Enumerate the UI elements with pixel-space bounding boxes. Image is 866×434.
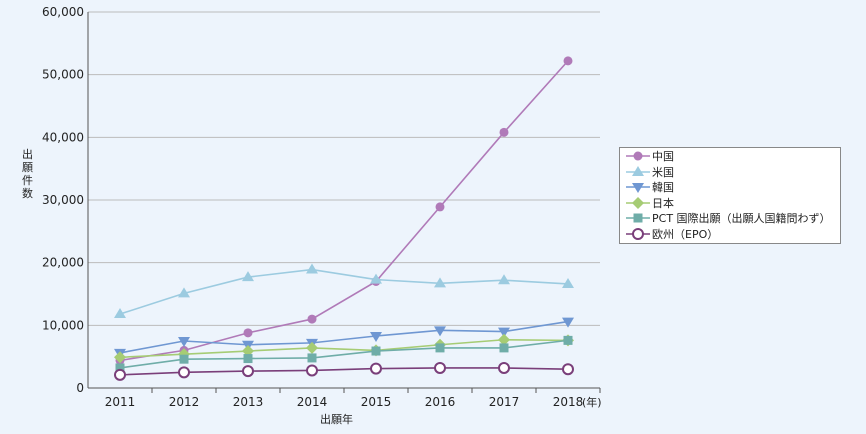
triangle-up-marker	[434, 277, 446, 288]
legend-item: 日本	[626, 196, 840, 211]
series-line	[119, 367, 569, 376]
square-marker	[307, 353, 317, 363]
series-2	[114, 317, 574, 359]
legend-item: 中国	[626, 149, 840, 164]
square-marker	[115, 363, 125, 373]
diamond-marker	[242, 345, 254, 358]
legend-swatch-icon	[626, 151, 650, 161]
legend-item: 欧州（EPO）	[626, 227, 840, 242]
legend-swatch-icon	[626, 165, 650, 176]
legend-label: 米国	[652, 165, 674, 179]
diamond-marker	[306, 341, 318, 354]
triangle-down-marker	[498, 327, 510, 338]
legend-item: 韓国	[626, 180, 840, 195]
y-axis-label: 出願件数	[22, 148, 33, 200]
legend-swatch-icon	[626, 213, 650, 223]
series-1	[114, 263, 574, 319]
y-tick-label: 50,000	[42, 68, 84, 82]
x-tick-label: 2016	[425, 395, 456, 409]
x-unit-label: (年)	[582, 395, 602, 409]
legend-item: 米国	[626, 165, 840, 180]
open-circle-marker	[178, 366, 190, 379]
diamond-marker	[632, 196, 644, 209]
circle-marker	[633, 151, 643, 161]
x-tick-label: 2012	[169, 395, 200, 409]
open-circle-marker	[498, 361, 510, 374]
legend-label: PCT 国際出願（出願人国籍問わず）	[652, 212, 831, 226]
series-line	[119, 320, 569, 354]
triangle-up-marker	[498, 274, 510, 285]
diamond-marker	[114, 351, 126, 364]
triangle-down-marker	[178, 337, 190, 347]
open-circle-marker	[242, 365, 254, 378]
series-line	[119, 338, 569, 359]
x-tick-label: 2013	[233, 395, 264, 409]
circle-marker	[435, 202, 445, 212]
series-4	[115, 335, 573, 373]
triangle-up-marker	[114, 308, 126, 319]
x-tick-label: 2015	[361, 395, 392, 409]
legend-swatch-icon	[626, 183, 650, 194]
triangle-up-marker	[370, 273, 382, 284]
series-line	[119, 268, 569, 315]
circle-marker	[499, 127, 509, 137]
triangle-up-marker	[242, 271, 254, 282]
triangle-down-marker	[632, 183, 644, 194]
legend-label: 日本	[652, 196, 674, 210]
x-tick-label: 2011	[105, 395, 136, 409]
y-tick-label: 10,000	[42, 318, 84, 332]
series-line	[119, 339, 569, 369]
legend-label: 中国	[652, 150, 674, 164]
triangle-up-marker	[632, 165, 644, 176]
open-circle-marker	[562, 363, 574, 376]
y-tick-label: 60,000	[42, 5, 84, 19]
square-marker	[371, 346, 381, 356]
square-marker	[435, 343, 445, 353]
x-tick-label: 2017	[489, 395, 520, 409]
square-marker	[179, 354, 189, 364]
y-tick-label: 20,000	[42, 256, 84, 270]
open-circle-marker	[370, 362, 382, 375]
x-tick-label: 2018	[553, 395, 584, 409]
x-axis-label: 出願年	[320, 413, 353, 426]
triangle-up-marker	[178, 287, 190, 298]
square-marker	[633, 213, 643, 223]
y-tick-label: 30,000	[42, 193, 84, 207]
series-line	[119, 60, 569, 362]
triangle-down-marker	[434, 326, 446, 337]
legend-label: 韓国	[652, 181, 674, 195]
open-circle-marker	[434, 361, 446, 374]
open-circle-marker	[632, 227, 644, 240]
triangle-up-marker	[306, 263, 318, 274]
circle-marker	[563, 56, 573, 66]
square-marker	[243, 354, 253, 364]
series-5	[114, 361, 574, 381]
triangle-down-marker	[370, 331, 382, 342]
square-marker	[563, 335, 573, 345]
y-tick-label: 0	[76, 381, 84, 395]
x-tick-label: 2014	[297, 395, 328, 409]
legend-swatch-icon	[626, 227, 650, 240]
legend-label: 欧州（EPO）	[652, 227, 719, 241]
circle-marker	[243, 328, 253, 338]
y-tick-label: 40,000	[42, 130, 84, 144]
diamond-marker	[498, 333, 510, 346]
open-circle-marker	[114, 368, 126, 381]
circle-marker	[307, 314, 317, 324]
legend-swatch-icon	[626, 196, 650, 209]
triangle-up-marker	[562, 277, 574, 288]
legend: 中国 米国韓国 日本 PCT 国際出願（出願人国籍問わず） 欧州（EPO）	[619, 147, 841, 244]
open-circle-marker	[306, 364, 318, 377]
triangle-down-marker	[562, 317, 574, 328]
series-0	[115, 56, 573, 365]
legend-item: PCT 国際出願（出願人国籍問わず）	[626, 211, 840, 226]
square-marker	[499, 343, 509, 353]
